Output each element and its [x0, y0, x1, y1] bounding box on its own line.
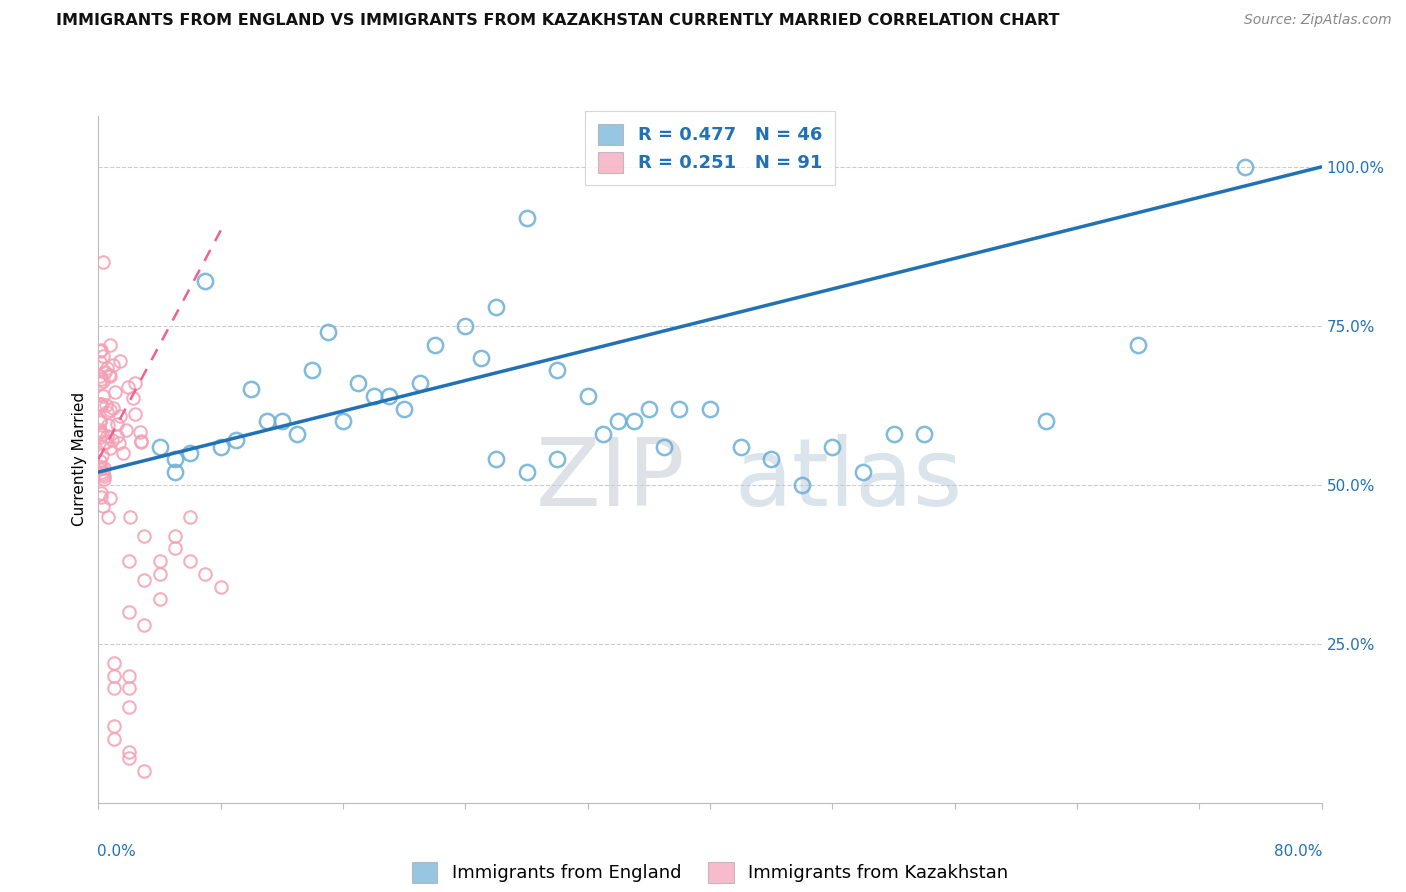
- Text: ZIP: ZIP: [536, 434, 686, 526]
- Legend: Immigrants from England, Immigrants from Kazakhstan: Immigrants from England, Immigrants from…: [405, 855, 1015, 890]
- Text: atlas: atlas: [734, 434, 963, 526]
- Text: 0.0%: 0.0%: [97, 844, 136, 859]
- Y-axis label: Currently Married: Currently Married: [72, 392, 87, 526]
- Text: Source: ZipAtlas.com: Source: ZipAtlas.com: [1244, 13, 1392, 28]
- Text: IMMIGRANTS FROM ENGLAND VS IMMIGRANTS FROM KAZAKHSTAN CURRENTLY MARRIED CORRELAT: IMMIGRANTS FROM ENGLAND VS IMMIGRANTS FR…: [56, 13, 1060, 29]
- Text: 80.0%: 80.0%: [1274, 844, 1323, 859]
